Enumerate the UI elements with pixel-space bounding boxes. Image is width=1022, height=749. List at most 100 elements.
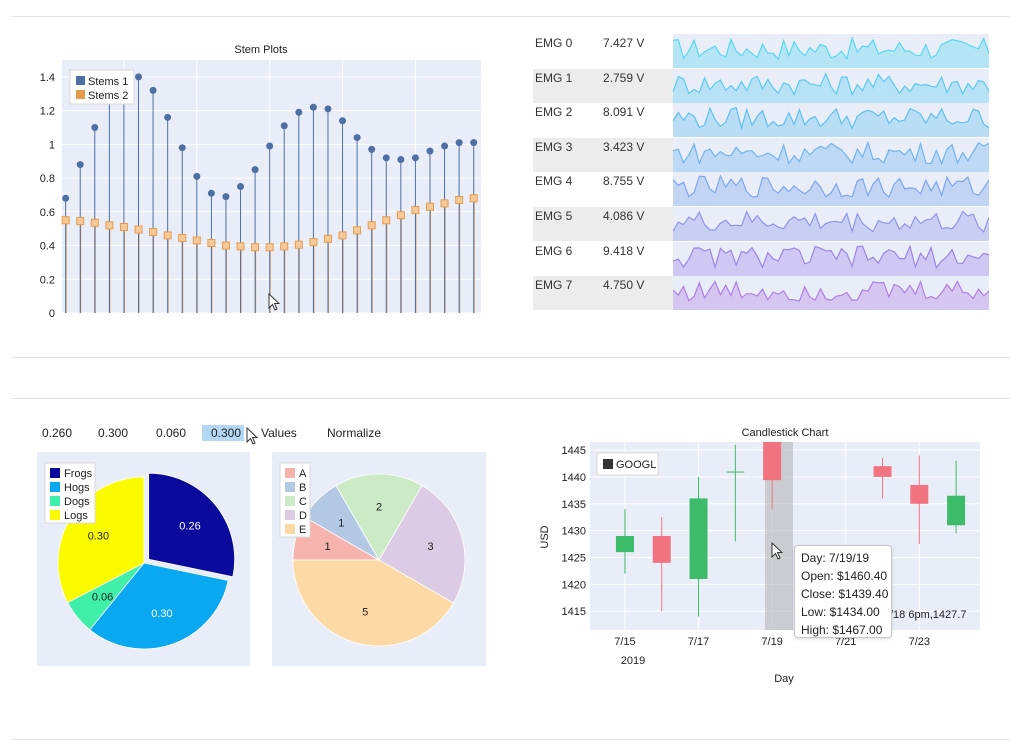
stem2-marker[interactable] — [90, 218, 99, 227]
emg-line — [673, 210, 989, 234]
stem2-marker[interactable] — [134, 225, 143, 234]
stem2-marker[interactable] — [251, 243, 260, 252]
stem1-marker[interactable] — [207, 189, 215, 197]
stem2-marker[interactable] — [382, 216, 391, 225]
stem1-marker[interactable] — [324, 105, 332, 113]
stem2-marker[interactable] — [265, 243, 274, 252]
legend-swatch-dogs — [50, 496, 60, 506]
stem2-marker[interactable] — [469, 194, 478, 203]
candle-body[interactable] — [947, 495, 966, 526]
stem2-marker[interactable] — [309, 238, 318, 247]
stem2-marker[interactable] — [425, 202, 434, 211]
stem1-marker[interactable] — [309, 103, 317, 111]
stem2-marker[interactable] — [353, 226, 362, 235]
stem2-marker[interactable] — [236, 242, 245, 251]
stem2-marker[interactable] — [338, 231, 347, 240]
stem1-marker[interactable] — [441, 142, 449, 150]
pie2-slice[interactable] — [378, 484, 466, 604]
stem2-marker[interactable] — [207, 239, 216, 248]
pie-chart-letters[interactable]: 11 2 3 5 A B C D E — [272, 452, 486, 666]
stem1-marker[interactable] — [237, 183, 245, 190]
stem1-marker[interactable] — [222, 193, 230, 201]
candle-body[interactable] — [652, 536, 671, 563]
emg-waveform — [673, 68, 989, 103]
stem1-marker[interactable] — [178, 144, 186, 152]
stem1-marker[interactable] — [368, 145, 376, 153]
stem1-marker[interactable] — [164, 113, 172, 121]
values-button[interactable]: Values — [261, 426, 297, 440]
pie-chart-animals[interactable]: 0.26 0.30 0.06 0.30 Frogs Hogs Dogs Logs — [37, 452, 250, 666]
candle-body[interactable] — [910, 484, 929, 504]
emg-channel-name: EMG 7 — [535, 278, 573, 293]
candle-x-tick-label: 7/21 — [835, 636, 856, 648]
stem2-marker[interactable] — [455, 195, 464, 204]
emg-line — [673, 106, 989, 131]
stem-chart[interactable]: 00.20.40.60.811.21.40.30.40.50.60.7 Stem… — [0, 30, 500, 320]
legend-label-googl: GOOGL — [616, 459, 656, 471]
legend-label-d: D — [299, 510, 307, 522]
pie2-slice[interactable] — [292, 559, 455, 647]
stem2-marker[interactable] — [163, 231, 172, 240]
stem1-marker[interactable] — [382, 154, 390, 162]
stem1-marker[interactable] — [266, 142, 274, 150]
candle-body[interactable] — [873, 466, 892, 477]
legend-label-frogs: Frogs — [64, 468, 93, 480]
legend-label-stems1: Stems 1 — [88, 76, 128, 88]
pie2-slice[interactable] — [335, 473, 423, 561]
stem1-marker[interactable] — [353, 134, 361, 142]
stem1-marker[interactable] — [135, 73, 143, 81]
stem1-marker[interactable] — [76, 161, 84, 169]
legend-label-c: C — [299, 496, 307, 508]
stem2-marker[interactable] — [105, 221, 114, 230]
candle-body[interactable] — [615, 536, 634, 553]
stem1-marker[interactable] — [426, 147, 434, 155]
pie-value-input-3[interactable]: 0.060 — [155, 426, 186, 440]
stem2-marker[interactable] — [294, 240, 303, 249]
emg-channel-value: 8.091 V — [603, 105, 645, 120]
stem2-marker[interactable] — [149, 228, 158, 237]
stem1-marker[interactable] — [91, 123, 99, 131]
stem1-marker[interactable] — [251, 166, 259, 174]
pie1-slice[interactable] — [89, 562, 229, 650]
pie-value-input-4[interactable]: 0.300 — [202, 425, 244, 441]
stem1-marker[interactable] — [280, 122, 288, 130]
stem2-marker[interactable] — [396, 211, 405, 220]
stem1-marker[interactable] — [62, 194, 70, 202]
stem1-marker[interactable] — [295, 108, 303, 116]
stem2-marker[interactable] — [178, 233, 187, 242]
candle-y-tick-label: 1420 — [562, 579, 586, 591]
stem2-marker[interactable] — [440, 199, 449, 208]
candle-body[interactable] — [689, 498, 708, 579]
stem2-marker[interactable] — [119, 222, 128, 231]
candle-body[interactable] — [763, 420, 782, 481]
stem2-marker[interactable] — [280, 242, 289, 251]
stem2-marker[interactable] — [221, 241, 230, 250]
stem2-marker[interactable] — [323, 234, 332, 243]
pie2-slice-label: 1 — [324, 541, 330, 553]
candle-y-tick-label: 1435 — [562, 499, 586, 511]
emg-waveform — [673, 172, 989, 207]
pie1-slice[interactable] — [148, 472, 236, 578]
stem2-marker[interactable] — [367, 221, 376, 230]
stem2-marker[interactable] — [76, 217, 85, 226]
stem1-marker[interactable] — [193, 172, 201, 180]
stem1-marker[interactable] — [339, 117, 347, 125]
stem2-marker[interactable] — [411, 206, 420, 215]
stem1-marker[interactable] — [455, 139, 463, 147]
legend-swatch-stems1 — [76, 76, 85, 85]
normalize-button[interactable]: Normalize — [327, 426, 382, 440]
legend-swatch-frogs — [50, 468, 60, 478]
candlestick-chart[interactable]: 1415 1420 1425 1430 1435 1440 1445 7/15 7/17 7/19… — [530, 420, 1000, 695]
legend-swatch-hogs — [50, 482, 60, 492]
candle-body[interactable] — [726, 471, 745, 473]
legend-label-logs: Logs — [64, 510, 88, 522]
stem1-marker[interactable] — [397, 156, 405, 164]
stem1-marker[interactable] — [149, 86, 157, 94]
stem2-marker[interactable] — [192, 236, 201, 245]
mouse-cursor-icon — [771, 542, 784, 560]
stem2-marker[interactable] — [61, 216, 70, 225]
pie-value-input-2[interactable]: 0.300 — [97, 426, 128, 440]
pie-value-input-1[interactable]: 0.260 — [41, 426, 72, 440]
stem1-marker[interactable] — [411, 154, 419, 162]
stem1-marker[interactable] — [470, 139, 478, 147]
